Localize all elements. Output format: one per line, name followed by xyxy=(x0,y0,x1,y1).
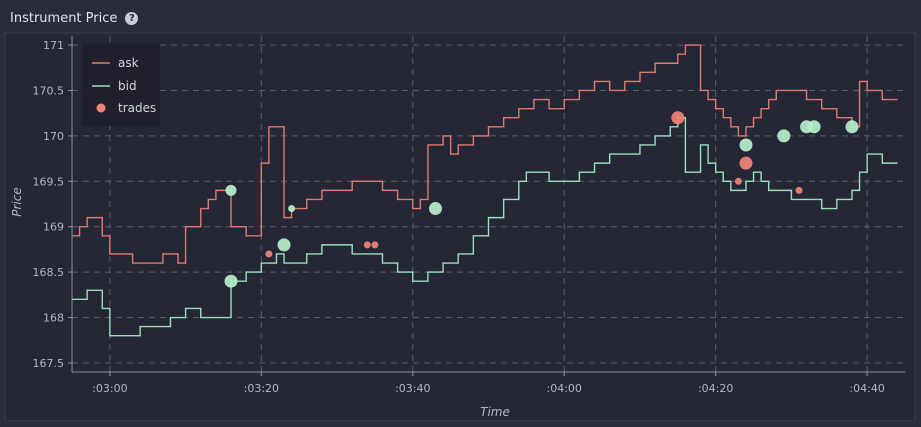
panel-title: Instrument Price xyxy=(10,10,118,26)
y-tick-label: 169 xyxy=(43,221,64,234)
question-circle-icon[interactable]: ? xyxy=(125,11,139,25)
x-tick-label: :03:00 xyxy=(92,382,127,395)
y-tick-label: 170 xyxy=(43,130,64,143)
trade-point xyxy=(224,274,238,288)
panel-header: Instrument Price ? xyxy=(10,8,139,28)
legend-bid-label: bid xyxy=(118,79,137,93)
trade-point xyxy=(371,241,379,249)
chart-legend: ask bid trades xyxy=(82,44,160,126)
ask-series-line xyxy=(72,44,898,264)
trade-point xyxy=(265,250,273,258)
y-axis-label: Price xyxy=(10,187,24,216)
y-tick-label: 168.5 xyxy=(33,266,65,279)
trade-point xyxy=(363,241,371,249)
trade-point xyxy=(225,184,237,196)
y-tick-label: 170.5 xyxy=(33,84,65,97)
trade-point xyxy=(288,205,296,213)
trade-point xyxy=(777,129,791,143)
trade-point xyxy=(277,238,291,252)
legend-ask-label: ask xyxy=(118,56,139,70)
x-tick-label: :04:00 xyxy=(547,382,582,395)
chart-trades xyxy=(224,111,859,288)
trade-point xyxy=(739,138,753,152)
y-tick-label: 169.5 xyxy=(33,175,65,188)
x-tick-label: :03:40 xyxy=(395,382,430,395)
legend-box xyxy=(82,44,160,126)
legend-trades-swatch xyxy=(96,103,106,113)
trade-point xyxy=(795,186,803,194)
y-tick-label: 168 xyxy=(43,312,64,325)
chart-axes: 167.5 168 168.5 169 169.5 170 170.5 171 :03:00 :0… xyxy=(33,36,905,395)
chart-series xyxy=(72,44,898,337)
chart-grid xyxy=(72,36,905,372)
trade-point xyxy=(671,111,685,125)
trade-point xyxy=(807,120,821,134)
legend-trades-label: trades xyxy=(118,101,156,115)
x-tick-label: :03:20 xyxy=(244,382,279,395)
trade-point xyxy=(734,177,742,185)
bid-series-line xyxy=(72,117,898,337)
y-tick-label: 167.5 xyxy=(33,357,65,370)
trade-point xyxy=(428,202,442,216)
x-tick-label: :04:40 xyxy=(849,382,884,395)
x-tick-label: :04:20 xyxy=(698,382,733,395)
x-axis-label: Time xyxy=(480,405,510,419)
y-tick-label: 171 xyxy=(43,39,64,52)
trade-point xyxy=(739,156,753,170)
trade-point xyxy=(845,120,859,134)
